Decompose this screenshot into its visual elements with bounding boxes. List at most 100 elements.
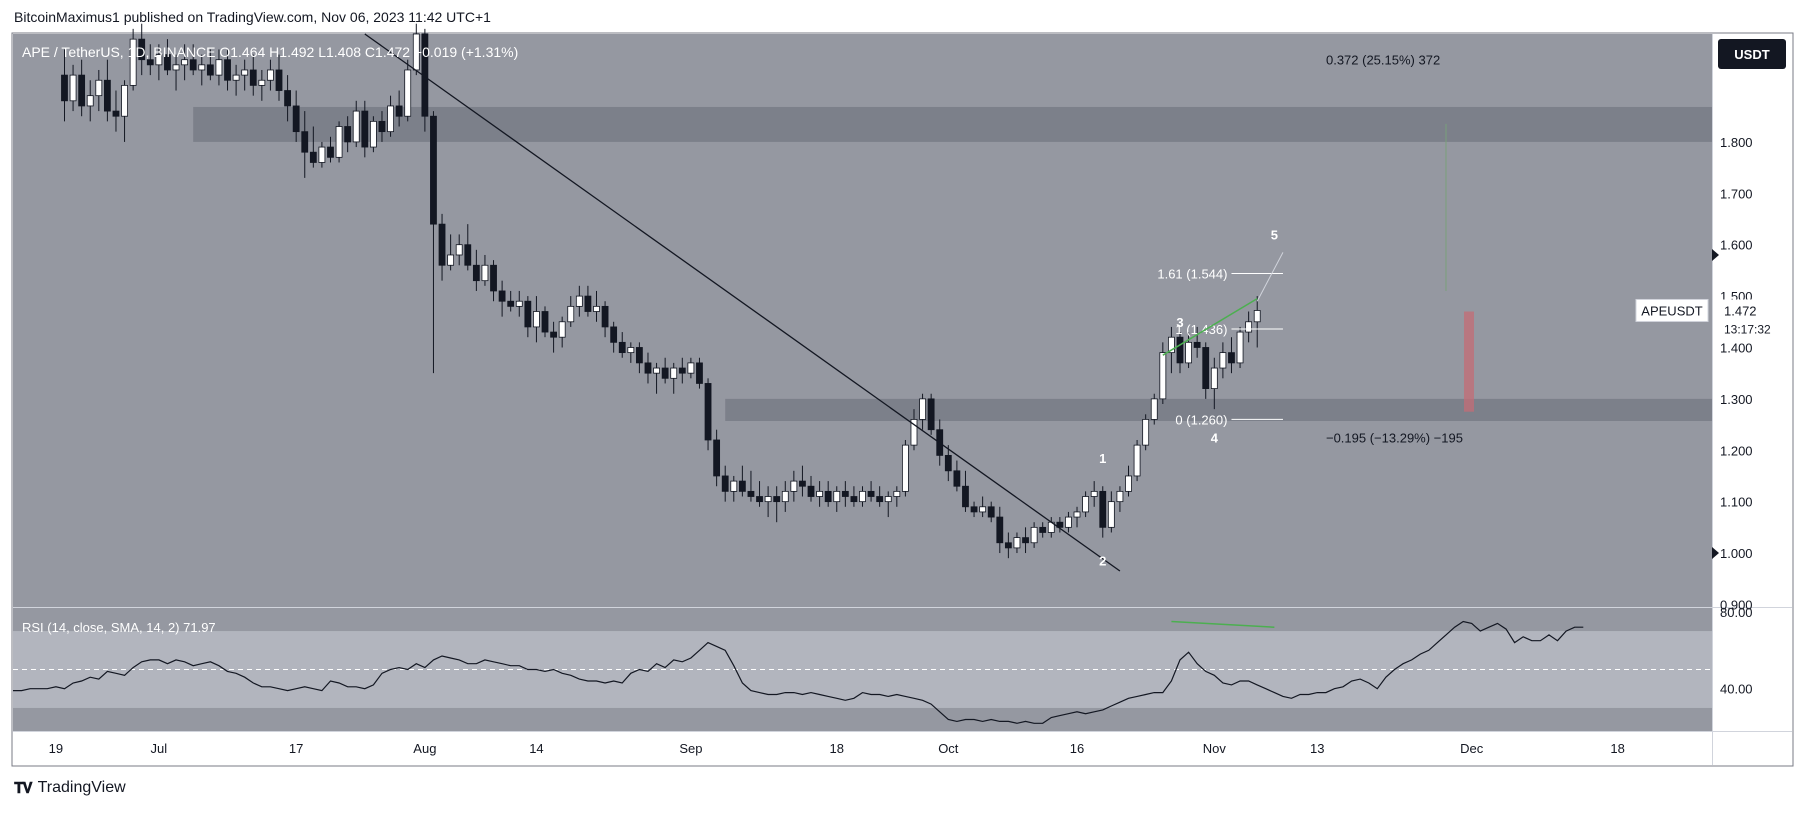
price-tag: APEUSDT 1.472 13:17:32 [1635,298,1790,340]
time-tick-label: Dec [1460,741,1484,756]
price-tick-label: 0.900 [1720,597,1753,612]
candle-body [1236,331,1244,364]
candle-body [395,105,403,117]
candle-body [790,480,798,492]
candle-body [387,105,394,133]
candle-body [164,54,171,71]
candle-body [464,244,472,266]
candle-body [575,295,583,307]
candle-body [498,290,506,302]
candle-body [1090,490,1098,497]
candle-body [1082,496,1090,513]
candle-body [1133,444,1141,477]
candle-body [696,362,703,384]
candle-body [927,398,935,431]
currency-badge [1718,39,1786,69]
candle-body [661,367,669,379]
candle-body [172,64,180,71]
candle-body [764,496,772,503]
time-tick-label: Sep [679,741,702,756]
candle-body [249,69,257,86]
price-tag-value: 1.472 [1724,303,1757,318]
candle-body [78,74,86,107]
candle-body [215,59,223,76]
candle-body [687,362,695,374]
candle-body [704,383,712,441]
footer-brand: TradingView [37,779,126,796]
wave-label: 3 [1176,315,1183,330]
candle-body [635,347,643,364]
time-axis-bg [13,732,1712,765]
candle-body [644,362,652,374]
candle-body [430,115,437,225]
candle-body [816,490,823,497]
candle-body [1125,475,1132,492]
candle-body [481,264,489,282]
wave-label: 5 [1271,227,1278,242]
candle-body [318,146,326,163]
candle-body [1030,526,1038,544]
candle-body [756,496,763,503]
target-label: 0.372 (25.15%) 372 [1326,53,1440,68]
candle-body [807,485,815,497]
currency-label: USDT [1734,47,1769,62]
time-tick-label: 18 [1610,741,1624,756]
candle-body [344,126,352,143]
rsi-tick-label: 40.00 [1720,682,1753,697]
wedge-upper-line [1162,298,1258,356]
candle-body [781,490,789,503]
candle-body [876,496,884,503]
candle-body [747,490,755,497]
fib-level-label: 1 (1.436) [1175,322,1227,337]
tradingview-footer[interactable]: 𝐓𝐕 TradingView [14,779,126,797]
candle-body [198,64,206,71]
time-tick-label: Aug [413,741,436,756]
candle-body [919,398,926,420]
candle-body [953,470,961,487]
candle-body [1193,341,1201,348]
wave-label: 1 [1099,451,1106,466]
candle-body [944,454,952,472]
stop-label: −0.195 (−13.29%) −195 [1326,430,1463,445]
candle-body [292,105,300,133]
candle-body [558,321,566,338]
fib-level-label: 1.61 (1.544) [1157,266,1227,281]
candle-body [301,131,309,153]
candle-body [584,295,592,312]
time-axis-ticks: 19 Jul 17 Aug 14 Sep 18 Oct 16 Nov 13 Dec 18 [49,741,1625,756]
price-tick-label: 1.000 [1720,546,1753,561]
price-tag-bg [1714,299,1790,340]
candle-body [1219,352,1227,369]
wave-projection [1256,252,1284,302]
candle-body [678,367,686,374]
candle-body [902,444,909,492]
stop-box [1463,311,1474,412]
candle-body [258,79,266,86]
price-axis-bg [1712,34,1792,731]
wave-label: 4 [1211,430,1219,445]
candle-body [361,110,369,148]
candle-body [232,74,240,81]
candle-body [610,326,618,343]
candle-body [1245,321,1253,333]
candle-body [1168,336,1175,354]
candle-body [378,120,386,133]
candle-body [146,59,154,66]
candle-body [824,490,832,503]
price-tick-label: 1.200 [1720,443,1753,458]
candle-body [799,480,806,487]
candle-body [1176,336,1184,364]
candle-body [327,146,334,158]
candle-body [850,496,858,503]
candle-body [962,485,969,508]
candle-body [730,480,738,492]
candle-body [507,300,515,307]
time-tick-label: 18 [830,741,844,756]
price-tick-label: 1.300 [1720,392,1753,407]
candle-body [713,439,721,477]
wave-labels: 1 2 3 4 5 [1099,227,1278,568]
tradingview-logo-icon: 𝐓𝐕 [14,779,33,797]
candle-body [1116,490,1124,503]
